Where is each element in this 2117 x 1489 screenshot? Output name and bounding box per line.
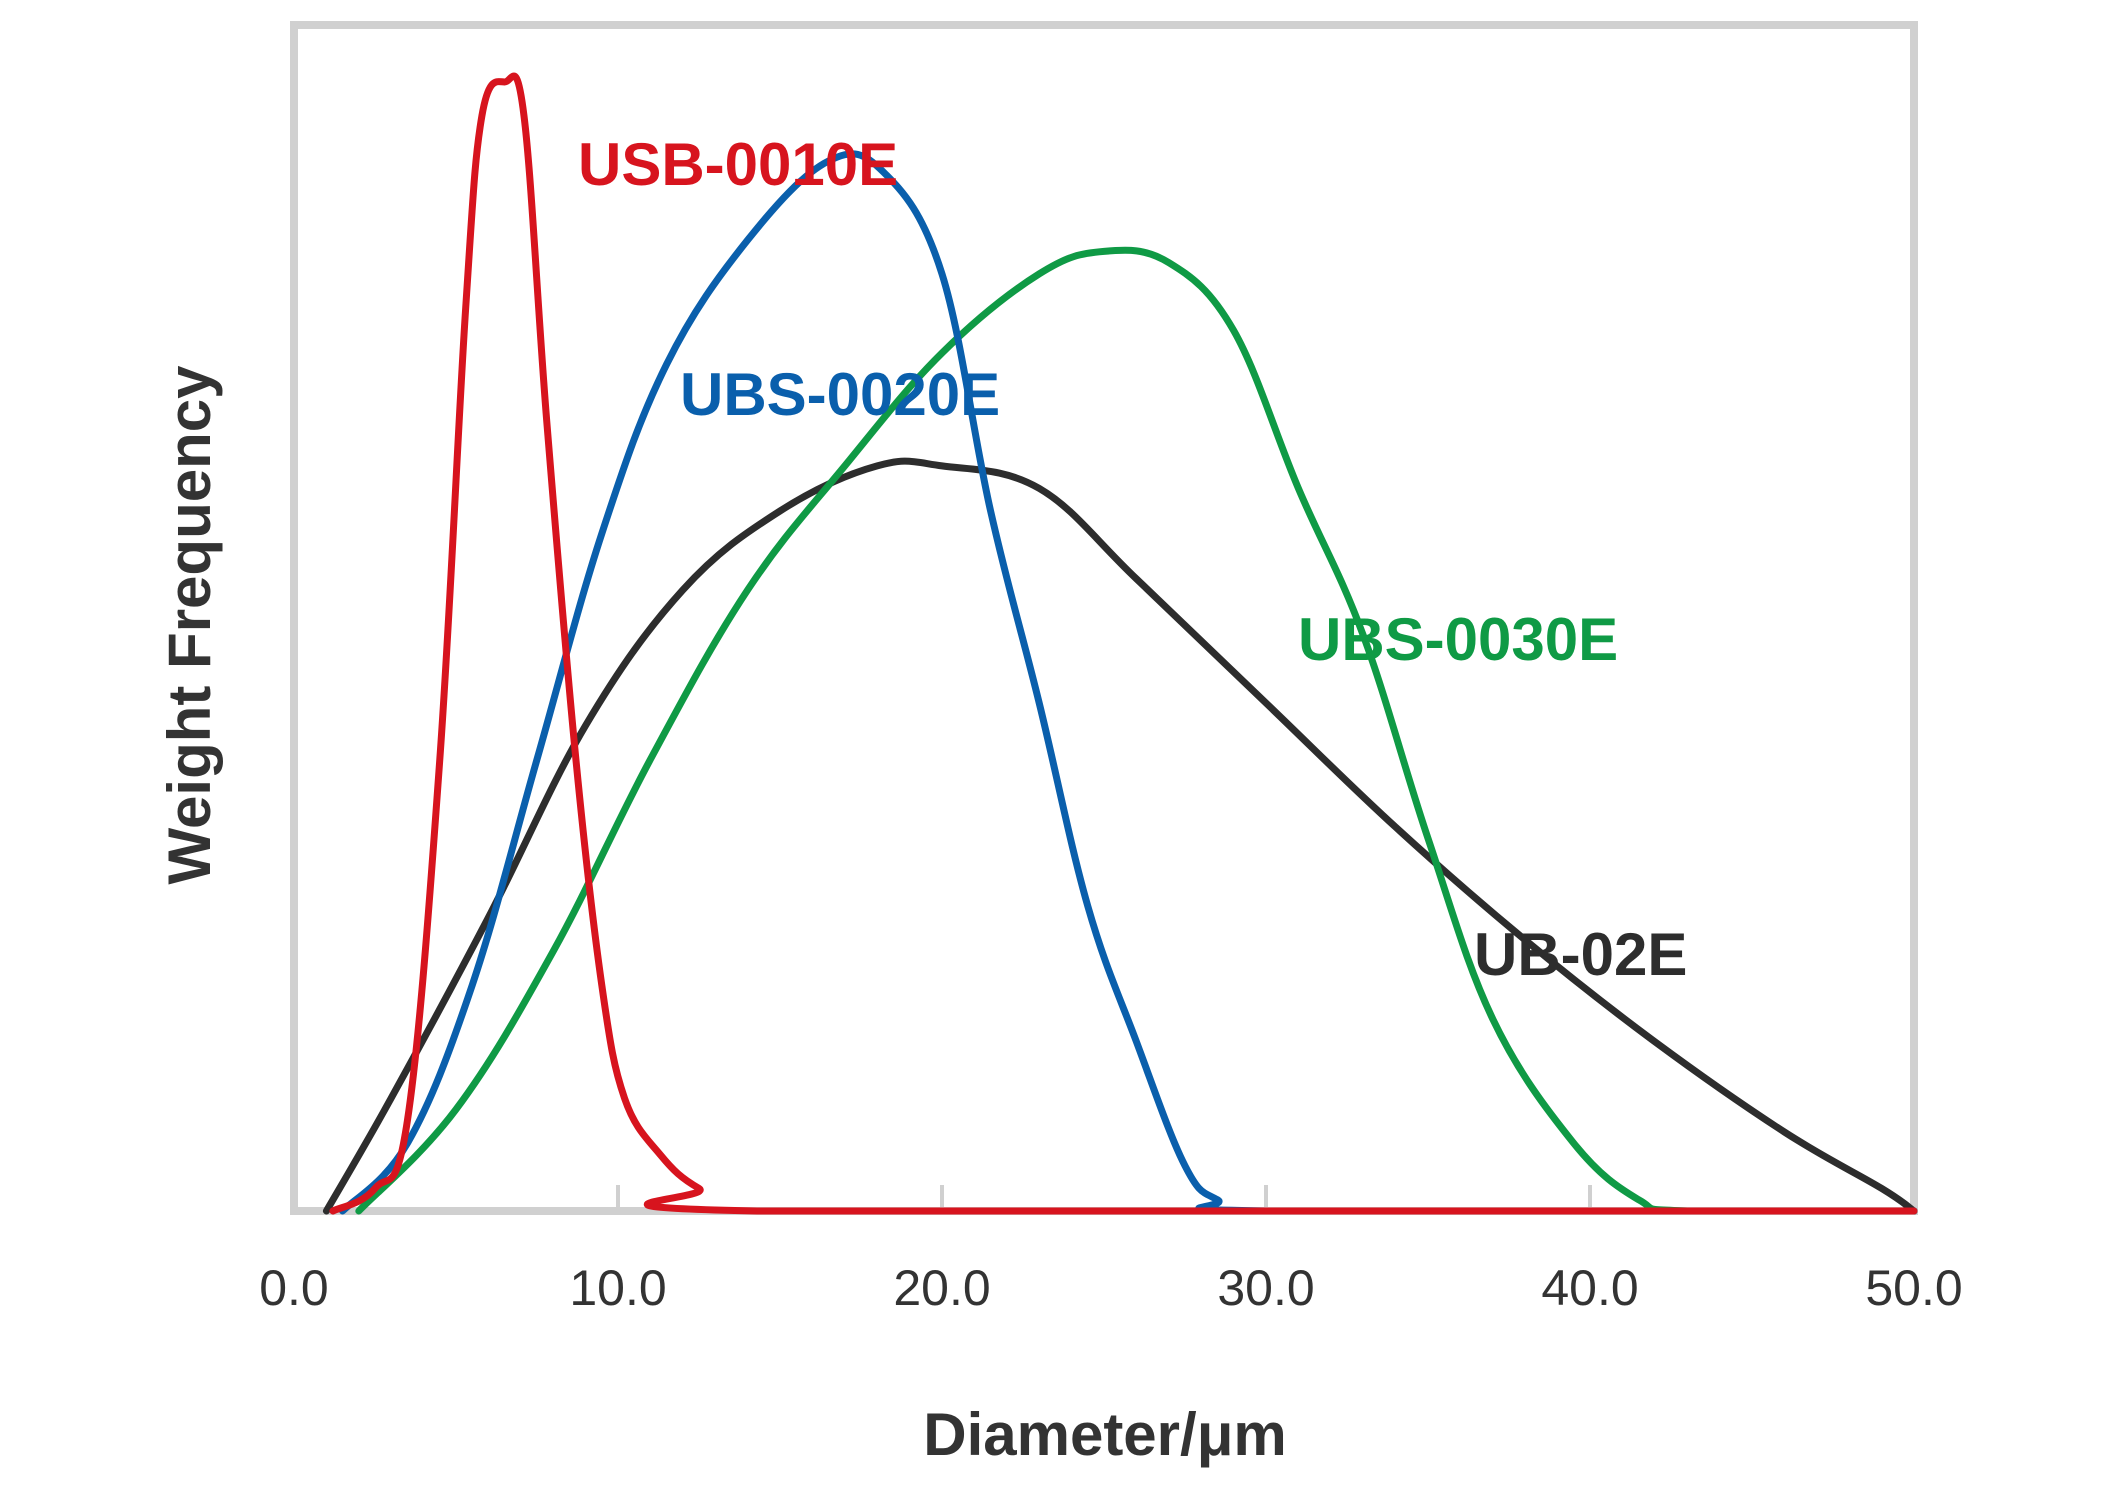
series-line-ubs-0020e [339,150,1918,1215]
x-tick-label: 20.0 [893,1260,990,1316]
y-axis-title: Weight Frequency [156,365,223,885]
series-line-ub-02e [322,457,1918,1215]
series-label-ubs-0030e: UBS-0030E [1298,606,1618,673]
series-label-ubs-0020e: UBS-0020E [680,361,1000,428]
series-line-usb-0010e [329,72,1918,1215]
x-tick-label: 0.0 [259,1260,329,1316]
series-labels: USB-0010E UBS-0020E UBS-0030E UB-02E [578,131,1687,988]
series-line-ubs-0030e [355,246,1918,1215]
x-axis-title: Diameter/μm [923,1401,1287,1468]
x-tick-label: 30.0 [1217,1260,1314,1316]
x-tick-label: 10.0 [569,1260,666,1316]
x-tick-labels: 0.0 10.0 20.0 30.0 40.0 50.0 [259,1260,1962,1316]
x-tick-label: 50.0 [1865,1260,1962,1316]
plot-frame [290,21,1918,1215]
series-label-ub-02e: UB-02E [1474,921,1687,988]
series-lines [322,72,1918,1215]
x-tick-label: 40.0 [1541,1260,1638,1316]
series-label-usb-0010e: USB-0010E [578,131,898,198]
x-ticks [616,1185,1592,1211]
